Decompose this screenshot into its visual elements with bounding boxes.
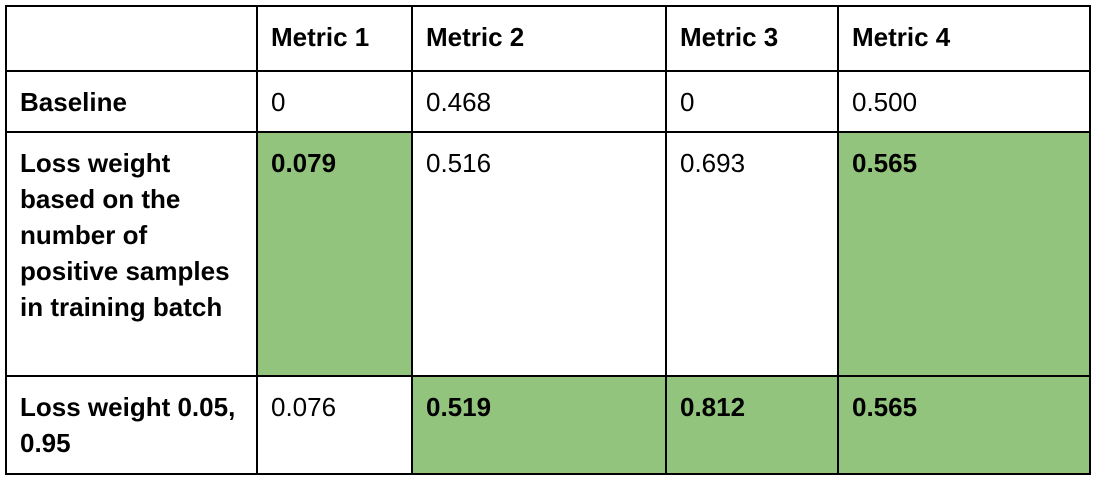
header-cell-metric-4: Metric 4 <box>837 5 1091 72</box>
table-cell: 0.076 <box>256 375 413 475</box>
table-cell: 0.516 <box>411 131 667 377</box>
table-cell: 0.565 <box>837 131 1091 377</box>
table-cell: 0.079 <box>256 131 413 377</box>
table-cell: 0.693 <box>665 131 839 377</box>
row-label-loss-weight-fixed: Loss weight 0.05, 0.95 <box>5 375 258 475</box>
table-cell: 0.519 <box>411 375 667 475</box>
header-row: Metric 1 Metric 2 Metric 3 Metric 4 <box>5 5 1091 72</box>
header-cell-empty <box>5 5 258 72</box>
table-cell: 0 <box>665 70 839 133</box>
row-label-loss-weight-positive-samples: Loss weight based on the number of posit… <box>5 131 258 377</box>
header-cell-metric-3: Metric 3 <box>665 5 839 72</box>
table-row: Loss weight 0.05, 0.95 0.076 0.519 0.812… <box>5 375 1091 475</box>
table-row: Baseline 0 0.468 0 0.500 <box>5 70 1091 133</box>
table-cell: 0.500 <box>837 70 1091 133</box>
table-cell: 0.812 <box>665 375 839 475</box>
header-cell-metric-2: Metric 2 <box>411 5 667 72</box>
table-cell: 0 <box>256 70 413 133</box>
table-row: Loss weight based on the number of posit… <box>5 131 1091 377</box>
row-label-baseline: Baseline <box>5 70 258 133</box>
table-cell: 0.565 <box>837 375 1091 475</box>
header-cell-metric-1: Metric 1 <box>256 5 413 72</box>
results-table: Metric 1 Metric 2 Metric 3 Metric 4 Base… <box>5 5 1091 475</box>
table-cell: 0.468 <box>411 70 667 133</box>
